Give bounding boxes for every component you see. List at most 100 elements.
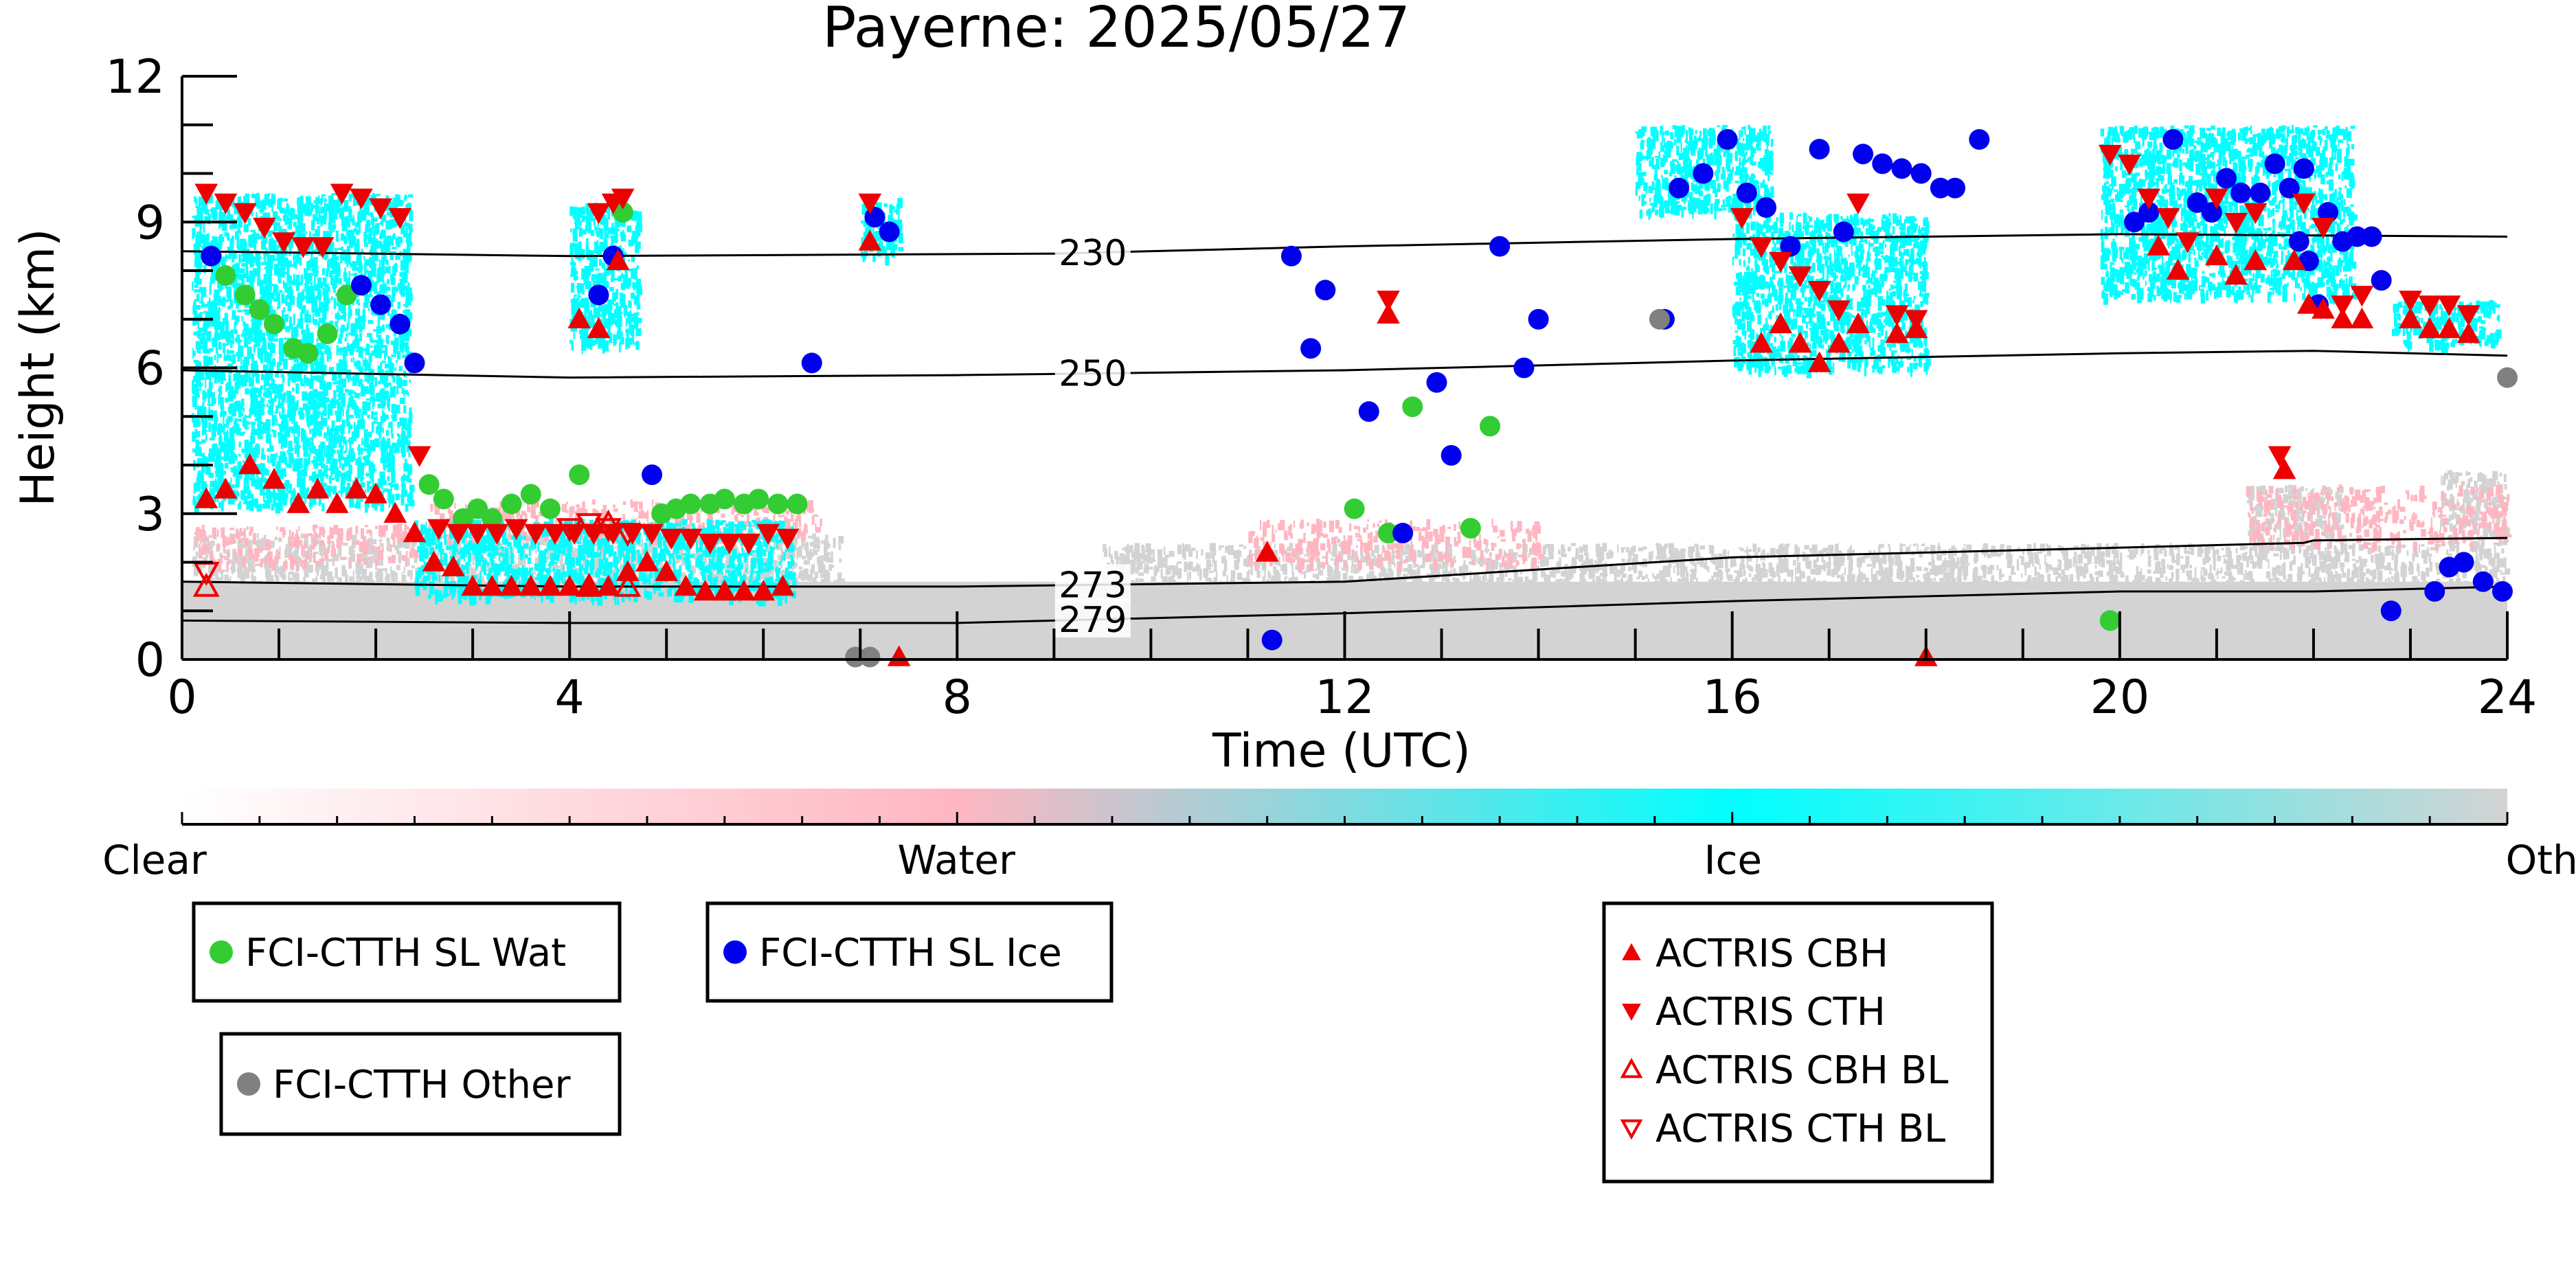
other-pixel bbox=[2310, 581, 2316, 593]
other-pixel bbox=[1287, 580, 1289, 588]
water-pixel bbox=[689, 520, 692, 527]
other-pixel bbox=[1601, 579, 1607, 585]
other-pixel bbox=[778, 572, 781, 575]
other-pixel bbox=[1872, 581, 1874, 585]
water-pixel bbox=[593, 500, 596, 504]
other-pixel bbox=[1478, 585, 1484, 597]
other-pixel bbox=[1347, 550, 1352, 561]
other-pixel bbox=[824, 555, 829, 561]
other-pixel bbox=[2161, 558, 2165, 567]
water-pixel bbox=[1283, 554, 1285, 562]
other-pixel bbox=[2124, 589, 2127, 599]
other-pixel bbox=[2169, 585, 2173, 594]
water-pixel bbox=[2403, 530, 2406, 534]
water-pixel bbox=[1365, 556, 1370, 561]
water-pixel bbox=[797, 528, 802, 536]
other-pixel bbox=[2505, 539, 2509, 543]
water-pixel bbox=[1384, 550, 1390, 561]
other-pixel bbox=[2367, 547, 2372, 554]
water-pixel bbox=[227, 558, 230, 565]
water-pixel bbox=[1335, 561, 1337, 571]
other-pixel bbox=[373, 552, 379, 563]
water-pixel bbox=[1335, 555, 1341, 562]
other-pixel bbox=[1772, 571, 1776, 578]
other-pixel bbox=[336, 554, 339, 560]
water-pixel bbox=[2248, 495, 2250, 499]
other-pixel bbox=[2039, 574, 2044, 578]
other-pixel bbox=[411, 565, 415, 569]
other-pixel bbox=[2388, 571, 2392, 574]
other-pixel bbox=[2183, 564, 2189, 569]
water-pixel bbox=[2303, 510, 2305, 517]
water-pixel bbox=[1469, 540, 1471, 546]
other-pixel bbox=[1596, 576, 1601, 586]
other-pixel bbox=[1740, 547, 1744, 552]
other-pixel bbox=[1315, 568, 1317, 572]
other-pixel bbox=[1857, 589, 1862, 596]
other-pixel bbox=[696, 547, 701, 557]
other-pixel bbox=[1280, 565, 1285, 572]
other-pixel bbox=[2401, 562, 2406, 570]
other-pixel bbox=[2083, 582, 2086, 588]
other-pixel bbox=[1500, 579, 1504, 587]
other-pixel bbox=[2394, 562, 2398, 572]
other-pixel bbox=[535, 550, 537, 554]
other-pixel bbox=[2266, 552, 2268, 562]
water-pixel bbox=[366, 530, 372, 534]
other-pixel bbox=[303, 566, 306, 572]
other-pixel bbox=[1612, 589, 1616, 596]
other-pixel bbox=[1872, 553, 1877, 565]
other-pixel bbox=[1957, 566, 1963, 576]
other-pixel bbox=[2418, 544, 2420, 554]
other-pixel bbox=[1899, 545, 1902, 552]
other-pixel bbox=[727, 565, 733, 574]
other-pixel bbox=[1256, 570, 1261, 578]
other-pixel bbox=[1946, 573, 1952, 583]
water-pixel bbox=[1307, 554, 1310, 558]
other-pixel bbox=[1139, 578, 1143, 583]
water-pixel bbox=[264, 539, 271, 551]
other-pixel bbox=[2265, 542, 2268, 553]
other-pixel bbox=[2088, 552, 2092, 564]
other-pixel bbox=[1757, 547, 1761, 552]
other-pixel bbox=[1517, 585, 1522, 591]
other-pixel bbox=[2326, 551, 2331, 563]
other-pixel bbox=[1414, 589, 1417, 593]
water-pixel bbox=[1357, 559, 1362, 570]
other-pixel bbox=[2362, 565, 2364, 567]
other-pixel bbox=[1543, 545, 1546, 554]
other-pixel bbox=[1661, 547, 1664, 556]
water-pixel bbox=[1310, 549, 1315, 561]
other-pixel bbox=[1961, 586, 1965, 591]
other-pixel bbox=[2456, 544, 2459, 556]
other-pixel bbox=[732, 544, 736, 551]
other-pixel bbox=[2303, 549, 2308, 558]
other-pixel bbox=[328, 558, 333, 562]
water-pixel bbox=[1313, 538, 1319, 545]
other-pixel bbox=[2394, 554, 2398, 565]
other-pixel bbox=[1570, 589, 1577, 592]
water-pixel bbox=[397, 526, 400, 536]
other-pixel bbox=[2357, 578, 2362, 589]
other-pixel bbox=[2156, 561, 2161, 568]
water-pixel bbox=[2384, 517, 2388, 523]
other-pixel bbox=[2308, 580, 2312, 589]
other-pixel bbox=[1257, 567, 1260, 574]
water-pixel bbox=[276, 549, 279, 552]
other-pixel bbox=[1682, 576, 1685, 583]
other-pixel bbox=[2395, 569, 2398, 576]
other-pixel bbox=[2355, 560, 2359, 563]
water-pixel bbox=[289, 541, 295, 547]
other-pixel bbox=[1374, 579, 1379, 585]
other-pixel bbox=[2024, 586, 2029, 594]
other-pixel bbox=[1183, 554, 1186, 560]
other-pixel bbox=[2400, 591, 2404, 596]
other-pixel bbox=[2314, 570, 2320, 581]
other-pixel bbox=[2483, 486, 2486, 494]
other-pixel bbox=[2421, 571, 2424, 579]
other-pixel bbox=[2298, 494, 2302, 505]
other-pixel bbox=[2308, 508, 2313, 518]
water-pixel bbox=[699, 513, 701, 525]
other-pixel bbox=[1915, 588, 1919, 599]
other-pixel bbox=[1778, 558, 1784, 569]
